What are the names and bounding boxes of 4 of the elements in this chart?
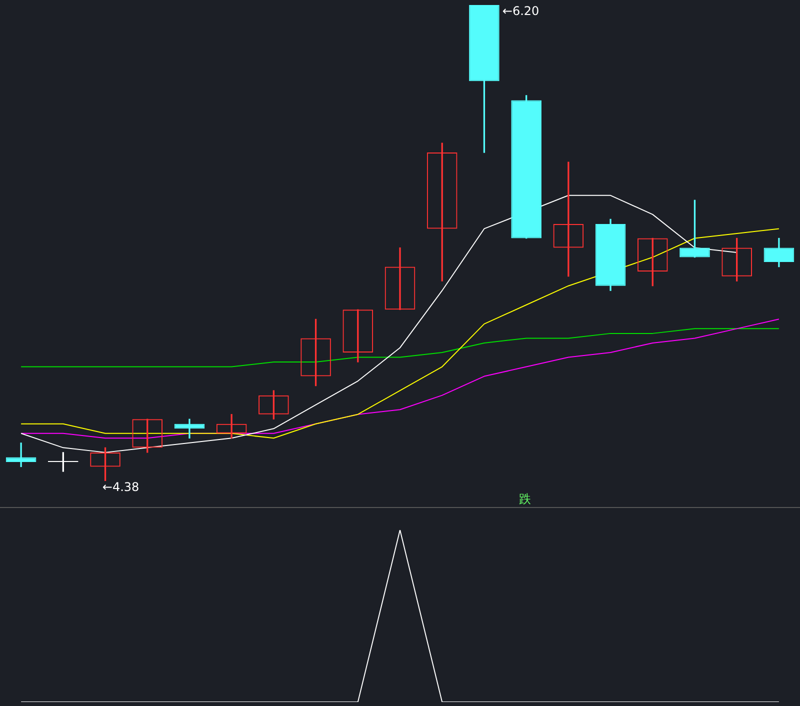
text: 跌 — [518, 492, 531, 506]
candlestick — [6, 442, 36, 468]
annotation: ←4.38 — [102, 480, 140, 494]
annotation: ←6.20 — [502, 4, 540, 18]
